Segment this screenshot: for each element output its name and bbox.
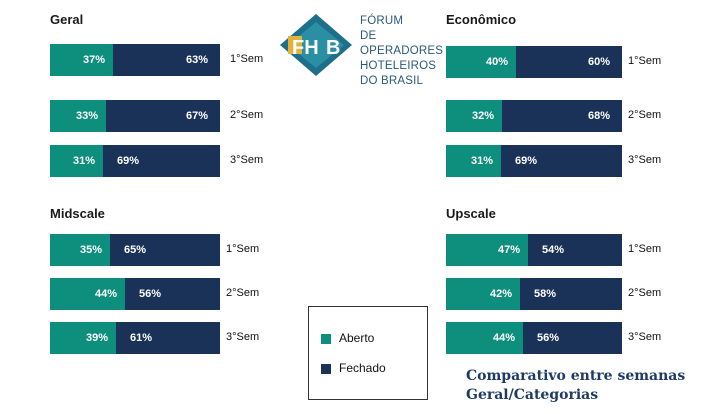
data-label-aberto: 35% — [79, 244, 102, 256]
svg-text:FH: FH — [292, 37, 319, 59]
bar-segment-aberto: 44% — [446, 322, 523, 354]
data-label-fechado: 58% — [534, 288, 557, 300]
category-label: 3°Sem — [230, 154, 264, 166]
bar-segment-fechado: 69% — [501, 145, 622, 177]
stacked-bar: 47% 54% — [446, 234, 622, 266]
bar-segment-aberto: 44% — [50, 278, 125, 310]
bar-segment-fechado: 56% — [125, 278, 220, 310]
data-label-fechado: 60% — [587, 56, 610, 68]
bar-segment-aberto: 32% — [446, 100, 502, 132]
data-label-fechado: 68% — [587, 110, 610, 122]
stacked-bar: 39% 61% — [50, 322, 220, 354]
bar-segment-fechado: 63% — [113, 44, 220, 76]
data-label-fechado: 65% — [124, 244, 147, 256]
bar-segment-aberto: 35% — [50, 234, 110, 266]
stacked-bar: 42% 58% — [446, 278, 622, 310]
bar-segment-aberto: 42% — [446, 278, 520, 310]
stacked-bar: 31% 69% — [50, 145, 220, 177]
data-label-aberto: 32% — [471, 110, 494, 122]
chart-geral: Geral 37% 63% 1°Sem 33% 67% 2°Sem 31% 69% 3°Sem — [50, 12, 290, 202]
data-label-aberto: 31% — [470, 155, 493, 167]
bar-segment-fechado: 60% — [516, 46, 622, 78]
stacked-bar: 44% 56% — [50, 278, 220, 310]
chart-economico: Econômico 40% 60% 1°Sem 32% 68% 2°Sem 31% 69% 3°S… — [446, 12, 692, 202]
svg-text:B: B — [326, 37, 340, 59]
category-label: 3°Sem — [628, 154, 662, 166]
bar-segment-aberto: 47% — [446, 234, 528, 266]
data-label-aberto: 47% — [497, 244, 520, 256]
data-label-aberto: 39% — [85, 332, 108, 344]
logo-line-3: HOTELEIROS — [360, 60, 437, 72]
data-label-aberto: 40% — [485, 56, 508, 68]
data-label-aberto: 44% — [492, 332, 515, 344]
logo-line-1: FÓRUM — [360, 15, 404, 27]
bar-segment-aberto: 39% — [50, 322, 116, 354]
stacked-bar: 32% 68% — [446, 100, 622, 132]
panel-title: Upscale — [446, 206, 496, 221]
data-label-aberto: 44% — [94, 288, 117, 300]
panel-title: Midscale — [50, 206, 105, 221]
bar-segment-fechado: 68% — [502, 100, 622, 132]
legend-swatch-aberto — [321, 334, 331, 344]
bar-segment-aberto: 40% — [446, 46, 516, 78]
bar-segment-aberto: 37% — [50, 44, 113, 76]
data-label-fechado: 63% — [185, 54, 208, 66]
bar-segment-aberto: 31% — [446, 145, 501, 177]
legend-label-fechado: Fechado — [339, 361, 386, 375]
fohb-logo: FH B FÓRUM DE OPERADORES HOTELEIROS DO B… — [280, 12, 444, 87]
stacked-bar: 35% 65% — [50, 234, 220, 266]
fohb-logo-icon: FH B — [280, 14, 352, 76]
category-label: 3°Sem — [628, 331, 662, 343]
category-label: 2°Sem — [230, 109, 264, 121]
caption-line-1: Comparativo entre semanas — [466, 368, 686, 384]
bar-segment-fechado: 69% — [103, 145, 220, 177]
category-label: 2°Sem — [226, 287, 260, 299]
stacked-bar: 33% 67% — [50, 100, 220, 132]
data-label-aberto: 31% — [72, 155, 95, 167]
bar-segment-fechado: 54% — [528, 234, 622, 266]
category-label: 1°Sem — [628, 243, 662, 255]
data-label-fechado: 67% — [185, 110, 208, 122]
chart-midscale: Midscale 35% 65% 1°Sem 44% 56% 2°Sem 39% 61% 3°Se… — [50, 206, 290, 396]
category-label: 2°Sem — [628, 287, 662, 299]
legend: Aberto Fechado — [308, 306, 428, 400]
data-label-fechado: 54% — [542, 244, 565, 256]
category-label: 1°Sem — [230, 53, 264, 65]
bar-segment-aberto: 33% — [50, 100, 106, 132]
data-label-aberto: 42% — [489, 288, 512, 300]
bar-segment-fechado: 61% — [116, 322, 220, 354]
chart-upscale: Upscale 47% 54% 1°Sem 42% 58% 2°Sem 44% 56% 3°Sem — [446, 206, 692, 396]
bar-segment-fechado: 56% — [523, 322, 622, 354]
data-label-fechado: 56% — [537, 332, 560, 344]
stacked-bar: 31% 69% — [446, 145, 622, 177]
data-label-fechado: 61% — [130, 332, 153, 344]
data-label-fechado: 69% — [515, 155, 538, 167]
data-label-fechado: 69% — [117, 155, 140, 167]
panel-title: Geral — [50, 12, 84, 27]
stacked-bar: 40% 60% — [446, 46, 622, 78]
caption-line-2: Geral/Categorias — [466, 387, 599, 403]
category-label: 2°Sem — [628, 109, 662, 121]
stacked-bar: 44% 56% — [446, 322, 622, 354]
data-label-aberto: 37% — [82, 54, 105, 66]
bar-segment-fechado: 67% — [106, 100, 220, 132]
category-label: 3°Sem — [226, 331, 260, 343]
data-label-aberto: 33% — [75, 110, 98, 122]
legend-label-aberto: Aberto — [339, 331, 375, 345]
stacked-bar: 37% 63% — [50, 44, 220, 76]
legend-swatch-fechado — [321, 364, 331, 374]
category-label: 1°Sem — [226, 243, 260, 255]
logo-line-4: DO BRASIL — [360, 75, 424, 87]
logo-line-2: DE OPERADORES — [360, 30, 444, 57]
panel-title: Econômico — [446, 12, 517, 27]
bar-segment-fechado: 58% — [520, 278, 622, 310]
data-label-fechado: 56% — [139, 288, 162, 300]
bar-segment-fechado: 65% — [110, 234, 220, 266]
bar-segment-aberto: 31% — [50, 145, 103, 177]
caption: Comparativo entre semanas Geral/Categori… — [466, 367, 685, 405]
category-label: 1°Sem — [628, 55, 662, 67]
